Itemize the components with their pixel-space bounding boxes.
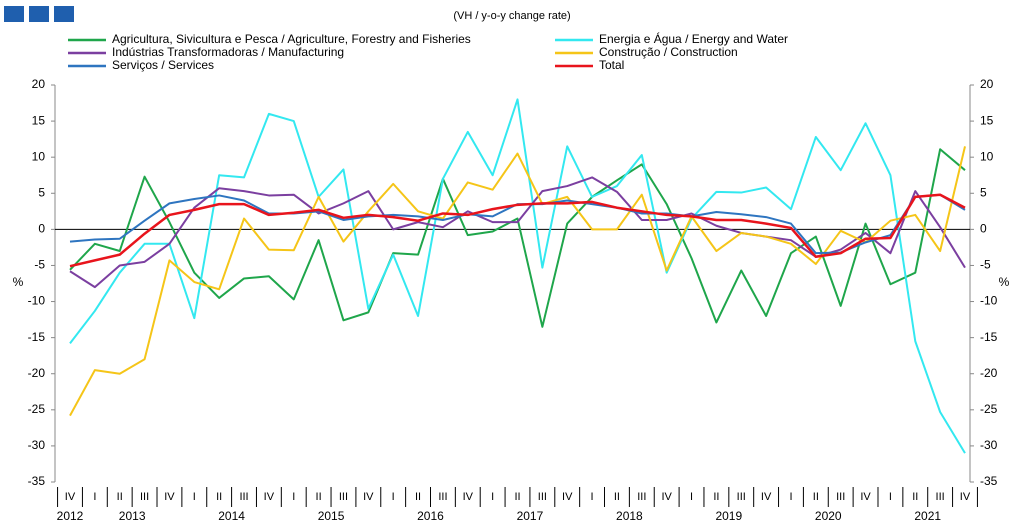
x-tick-label: I — [789, 491, 792, 503]
x-tick-label: IV — [562, 491, 573, 503]
y2-tick-label: 10 — [980, 149, 994, 163]
x-tick-label: III — [438, 491, 447, 503]
x-tick-label: II — [415, 491, 421, 503]
x-tick-label: I — [292, 491, 295, 503]
x-tick-label: II — [216, 491, 222, 503]
year-label: 2016 — [417, 509, 444, 523]
logo-block — [54, 6, 74, 22]
x-tick-label: IV — [463, 491, 474, 503]
legend-label: Energia e Água / Energy and Water — [599, 31, 788, 46]
x-tick-label: II — [813, 491, 819, 503]
y2-tick-label: -10 — [980, 294, 998, 308]
legend-label: Serviços / Services — [112, 58, 214, 72]
x-tick-label: I — [889, 491, 892, 503]
y2-tick-label: 0 — [980, 222, 987, 236]
x-tick-label: III — [836, 491, 845, 503]
x-tick-label: III — [339, 491, 348, 503]
y-tick-label: 20 — [32, 77, 46, 91]
year-label: 2017 — [517, 509, 544, 523]
year-label: 2019 — [715, 509, 742, 523]
year-label: 2020 — [815, 509, 842, 523]
year-label: 2018 — [616, 509, 643, 523]
y-tick-label: 0 — [38, 222, 45, 236]
y2-tick-label: 5 — [980, 185, 987, 199]
y2-tick-label: 15 — [980, 113, 994, 127]
y-tick-label: 15 — [32, 113, 46, 127]
x-tick-label: I — [93, 491, 96, 503]
y-tick-label: -30 — [28, 438, 46, 452]
y2-axis-label: % — [999, 275, 1010, 289]
x-tick-label: I — [193, 491, 196, 503]
x-tick-label: IV — [363, 491, 374, 503]
series-line — [69, 176, 966, 289]
x-tick-label: IV — [960, 491, 971, 503]
x-tick-label: II — [713, 491, 719, 503]
y-tick-label: -25 — [28, 402, 46, 416]
x-tick-label: II — [117, 491, 123, 503]
y-tick-label: -10 — [28, 294, 46, 308]
year-label: 2014 — [218, 509, 245, 523]
x-tick-label: III — [538, 491, 547, 503]
legend-label: Construção / Construction — [599, 45, 738, 59]
x-tick-label: III — [239, 491, 248, 503]
y2-tick-label: -25 — [980, 402, 998, 416]
x-tick-label: II — [514, 491, 520, 503]
x-tick-label: II — [912, 491, 918, 503]
y-axis-label: % — [13, 275, 24, 289]
logo-block — [4, 6, 24, 22]
year-label: 2013 — [119, 509, 146, 523]
year-label: 2021 — [914, 509, 941, 523]
x-tick-label: III — [140, 491, 149, 503]
year-label: 2012 — [57, 509, 84, 523]
x-tick-label: III — [936, 491, 945, 503]
series-line — [69, 98, 966, 454]
legend-label: Total — [599, 58, 624, 72]
y-tick-label: 5 — [38, 185, 45, 199]
series-line — [69, 146, 966, 417]
y-tick-label: 10 — [32, 149, 46, 163]
y2-tick-label: -20 — [980, 366, 998, 380]
x-tick-label: I — [591, 491, 594, 503]
chart-subtitle: (VH / y-o-y change rate) — [453, 10, 570, 22]
x-tick-label: IV — [264, 491, 275, 503]
x-tick-label: II — [316, 491, 322, 503]
y2-tick-label: -30 — [980, 438, 998, 452]
y2-tick-label: 20 — [980, 77, 994, 91]
x-tick-label: IV — [761, 491, 772, 503]
year-label: 2015 — [318, 509, 345, 523]
y2-tick-label: -35 — [980, 474, 998, 488]
y-tick-label: -35 — [28, 474, 46, 488]
y2-tick-label: -5 — [980, 258, 991, 272]
series-line — [69, 193, 966, 268]
legend-label: Indústrias Transformadoras / Manufacturi… — [112, 45, 344, 59]
legend-label: Agricultura, Sivicultura e Pesca / Agric… — [112, 32, 471, 46]
y-tick-label: -20 — [28, 366, 46, 380]
x-tick-label: III — [637, 491, 646, 503]
x-tick-label: IV — [65, 491, 76, 503]
y2-tick-label: -15 — [980, 330, 998, 344]
x-tick-label: IV — [661, 491, 672, 503]
x-tick-label: II — [614, 491, 620, 503]
y-tick-label: -15 — [28, 330, 46, 344]
x-tick-label: IV — [164, 491, 175, 503]
x-tick-label: I — [690, 491, 693, 503]
series-line — [69, 148, 966, 328]
y-tick-label: -5 — [34, 258, 45, 272]
x-tick-label: I — [392, 491, 395, 503]
x-tick-label: IV — [860, 491, 871, 503]
logo-block — [29, 6, 49, 22]
x-tick-label: III — [737, 491, 746, 503]
x-tick-label: I — [491, 491, 494, 503]
